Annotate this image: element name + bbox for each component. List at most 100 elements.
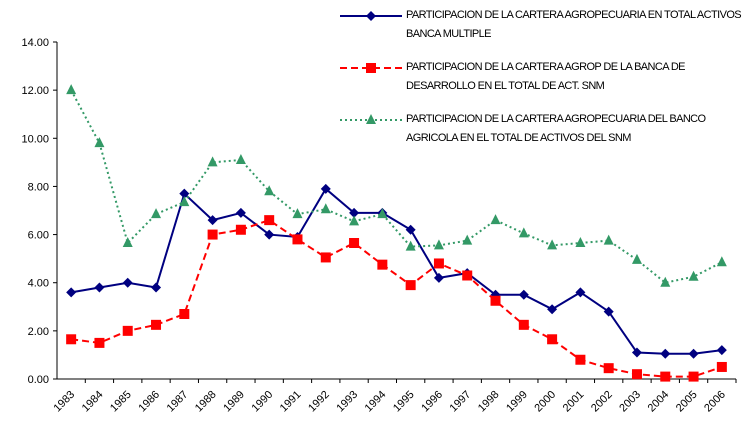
y-tick-label: 14.00 <box>21 37 49 49</box>
marker <box>631 253 642 264</box>
marker <box>179 309 190 320</box>
marker <box>292 234 303 245</box>
legend-label: PARTICIPACION DE LA CARTERA AGROP DE LA … <box>406 61 686 92</box>
legend-entry: PARTICIPACION DE LA CARTERA AGROP DE LA … <box>338 56 748 108</box>
x-tick-label: 1991 <box>278 389 304 415</box>
marker <box>405 224 416 235</box>
x-tick-label: 1989 <box>221 389 247 415</box>
marker <box>716 361 727 372</box>
marker <box>179 188 190 199</box>
marker <box>320 183 331 194</box>
marker <box>405 280 416 291</box>
marker <box>660 371 671 382</box>
y-tick-label: 8.00 <box>28 181 49 193</box>
marker <box>94 337 105 348</box>
marker <box>405 240 416 251</box>
marker <box>490 295 501 306</box>
x-tick-label: 2005 <box>674 389 700 415</box>
marker <box>603 363 614 374</box>
marker <box>94 282 105 293</box>
marker <box>462 234 473 245</box>
marker <box>94 137 105 148</box>
marker <box>349 237 360 248</box>
x-tick-label: 1993 <box>334 389 360 415</box>
marker <box>179 196 190 207</box>
legend-label: PARTICIPACION DE LA CARTERA AGROPECUARIA… <box>406 9 742 40</box>
marker <box>462 270 473 281</box>
marker <box>207 156 218 167</box>
legend-sample <box>340 114 402 124</box>
marker <box>518 289 529 300</box>
x-tick-label: 1987 <box>165 389 191 415</box>
x-tick-label: 2004 <box>646 389 672 415</box>
x-tick-label: 1984 <box>80 389 106 415</box>
x-tick-label: 1983 <box>51 389 77 415</box>
x-tick-label: 2006 <box>702 389 728 415</box>
marker <box>377 259 388 270</box>
x-tick-label: 1995 <box>391 389 417 415</box>
x-tick-label: 2000 <box>532 389 558 415</box>
marker <box>433 258 444 269</box>
y-tick-label: 2.00 <box>28 326 49 338</box>
marker <box>122 325 133 336</box>
marker <box>349 207 360 218</box>
x-tick-label: 2002 <box>589 389 615 415</box>
marker <box>490 214 501 225</box>
marker <box>66 334 77 345</box>
marker <box>518 227 529 238</box>
marker <box>151 208 162 219</box>
legend-label: PARTICIPACION DE LA CARTERA AGROPECUARIA… <box>406 113 706 144</box>
marker <box>349 215 360 226</box>
marker <box>433 239 444 250</box>
marker <box>264 229 275 240</box>
marker <box>660 276 671 287</box>
marker <box>122 277 133 288</box>
marker <box>547 334 558 345</box>
marker <box>122 236 133 247</box>
x-tick-label: 1988 <box>193 389 219 415</box>
marker <box>207 215 218 226</box>
y-tick-label: 6.00 <box>28 230 49 242</box>
marker <box>377 208 388 219</box>
marker <box>151 319 162 330</box>
marker <box>433 272 444 283</box>
marker <box>688 371 699 382</box>
marker <box>264 215 275 226</box>
y-tick-label: 12.00 <box>21 85 49 97</box>
legend-marker <box>366 63 376 73</box>
marker <box>603 234 614 245</box>
legend-sample <box>340 63 402 73</box>
x-tick-label: 2003 <box>617 389 643 415</box>
marker <box>320 252 331 263</box>
marker <box>66 287 77 298</box>
marker <box>575 236 586 247</box>
marker <box>235 153 246 164</box>
marker <box>631 369 642 380</box>
x-tick-label: 1986 <box>136 389 162 415</box>
marker <box>716 345 727 356</box>
marker <box>66 84 77 95</box>
x-tick-label: 1997 <box>448 389 474 415</box>
marker <box>151 282 162 293</box>
marker <box>207 229 218 240</box>
y-tick-label: 10.00 <box>21 133 49 145</box>
y-tick-label: 0.00 <box>28 374 49 386</box>
marker <box>264 185 275 196</box>
legend: PARTICIPACION DE LA CARTERA AGROPECUARIA… <box>338 4 748 160</box>
marker <box>292 208 303 219</box>
marker <box>716 256 727 267</box>
legend-marker <box>366 114 376 124</box>
legend-entry: PARTICIPACION DE LA CARTERA AGROPECUARIA… <box>338 108 748 160</box>
marker <box>631 347 642 358</box>
x-tick-label: 1992 <box>306 389 332 415</box>
marker <box>235 207 246 218</box>
marker <box>320 203 331 214</box>
legend-marker <box>366 11 376 21</box>
x-tick-label: 1998 <box>476 389 502 415</box>
y-tick-label: 4.00 <box>28 278 49 290</box>
legend-sample <box>340 11 402 21</box>
x-tick-label: 1990 <box>250 389 276 415</box>
marker <box>575 287 586 298</box>
